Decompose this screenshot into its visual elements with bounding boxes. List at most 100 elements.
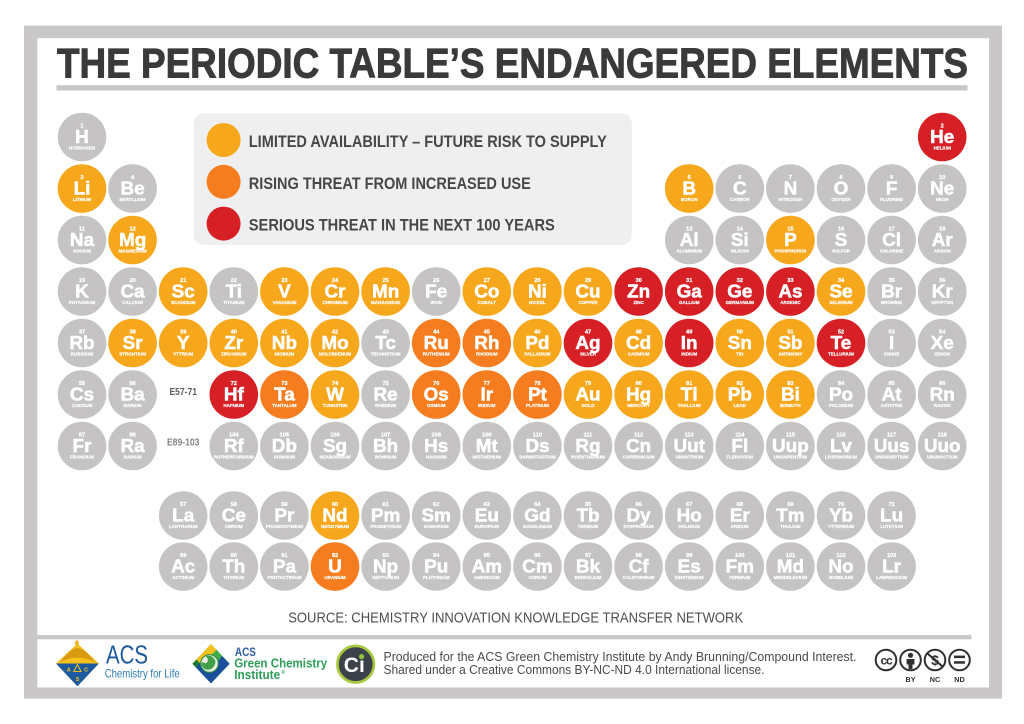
- svg-text:60: 60: [332, 502, 338, 508]
- svg-text:66: 66: [635, 502, 641, 508]
- svg-text:Gd: Gd: [524, 506, 550, 527]
- svg-text:57: 57: [180, 502, 186, 508]
- svg-text:BY: BY: [906, 675, 916, 684]
- svg-text:95: 95: [484, 553, 490, 559]
- svg-text:89: 89: [180, 553, 186, 559]
- svg-text:Fl: Fl: [731, 436, 748, 457]
- svg-text:Xe: Xe: [931, 333, 954, 354]
- svg-text:PROTACTINIUM: PROTACTINIUM: [267, 575, 301, 580]
- svg-text:ACTINIUM: ACTINIUM: [172, 575, 194, 580]
- svg-text:116: 116: [836, 433, 845, 439]
- svg-text:91: 91: [281, 553, 287, 559]
- svg-text:82: 82: [737, 381, 743, 387]
- svg-text:Th: Th: [222, 557, 245, 578]
- svg-text:8: 8: [839, 175, 842, 181]
- svg-text:Db: Db: [272, 436, 297, 457]
- svg-text:Chemistry for Life: Chemistry for Life: [105, 667, 180, 681]
- svg-text:Fm: Fm: [726, 557, 754, 578]
- svg-text:DYSPROSIUM: DYSPROSIUM: [623, 524, 654, 529]
- svg-text:LIVERMORIUM: LIVERMORIUM: [825, 454, 857, 459]
- svg-text:18: 18: [939, 227, 945, 233]
- svg-text:Ac: Ac: [171, 557, 195, 578]
- svg-text:3: 3: [80, 175, 83, 181]
- svg-text:Uut: Uut: [673, 436, 705, 457]
- svg-text:Fe: Fe: [425, 282, 447, 303]
- svg-text:Hf: Hf: [224, 385, 245, 406]
- svg-text:TUNGSTEN: TUNGSTEN: [323, 403, 348, 408]
- svg-text:P: P: [784, 230, 797, 251]
- svg-text:YTTERBIUM: YTTERBIUM: [828, 524, 855, 529]
- svg-text:cc: cc: [881, 654, 893, 668]
- svg-text:TELLURIUM: TELLURIUM: [828, 351, 854, 356]
- svg-text:OXYGEN: OXYGEN: [831, 197, 850, 202]
- svg-text:Pm: Pm: [371, 506, 400, 527]
- svg-text:Cf: Cf: [629, 557, 650, 578]
- svg-text:C: C: [733, 179, 747, 200]
- svg-text:43: 43: [382, 330, 388, 336]
- svg-text:Zn: Zn: [627, 282, 650, 303]
- svg-text:Si: Si: [731, 230, 749, 251]
- svg-text:5: 5: [688, 175, 691, 181]
- svg-text:118: 118: [938, 433, 947, 439]
- svg-text:47: 47: [585, 330, 591, 336]
- svg-text:BROMINE: BROMINE: [881, 300, 902, 305]
- svg-text:FERMIUM: FERMIUM: [729, 575, 750, 580]
- svg-text:Pb: Pb: [728, 385, 752, 406]
- svg-text:Se: Se: [829, 282, 852, 303]
- svg-text:12: 12: [129, 227, 135, 233]
- svg-text:Co: Co: [474, 282, 499, 303]
- svg-text:ZINC: ZINC: [633, 300, 644, 305]
- svg-text:Li: Li: [74, 179, 91, 200]
- svg-text:32: 32: [737, 278, 743, 284]
- svg-text:Institute: Institute: [234, 667, 280, 682]
- svg-text:UNUNOCTIUM: UNUNOCTIUM: [927, 454, 958, 459]
- svg-text:51: 51: [787, 330, 793, 336]
- svg-text:EINSTEINIUM: EINSTEINIUM: [675, 575, 704, 580]
- svg-text:BOHRIUM: BOHRIUM: [375, 454, 397, 459]
- svg-text:CURIUM: CURIUM: [528, 575, 546, 580]
- svg-text:Fr: Fr: [73, 436, 93, 457]
- svg-text:101: 101: [786, 553, 796, 559]
- svg-text:CARBON: CARBON: [730, 197, 750, 202]
- svg-text:Cr: Cr: [325, 282, 347, 303]
- svg-text:Nb: Nb: [272, 333, 297, 354]
- svg-text:FLEROVIUM: FLEROVIUM: [727, 454, 754, 459]
- svg-text:Ge: Ge: [727, 282, 752, 303]
- svg-text:Ho: Ho: [677, 506, 702, 527]
- svg-text:As: As: [778, 282, 802, 303]
- svg-text:26: 26: [433, 278, 439, 284]
- svg-text:1: 1: [80, 124, 83, 130]
- svg-text:87: 87: [79, 433, 85, 439]
- svg-text:CHLORINE: CHLORINE: [880, 248, 904, 253]
- svg-text:H: H: [75, 127, 89, 148]
- svg-text:106: 106: [330, 433, 340, 439]
- svg-text:97: 97: [585, 553, 591, 559]
- svg-text:LUTETIUM: LUTETIUM: [880, 524, 903, 529]
- svg-text:ND: ND: [954, 675, 964, 684]
- svg-text:67: 67: [686, 502, 692, 508]
- svg-text:Cm: Cm: [522, 557, 552, 578]
- svg-text:73: 73: [281, 381, 287, 387]
- svg-text:113: 113: [685, 433, 694, 439]
- svg-text:Mo: Mo: [321, 333, 348, 354]
- svg-text:23: 23: [281, 278, 287, 284]
- svg-text:Ci: Ci: [344, 654, 365, 677]
- svg-text:92: 92: [332, 553, 338, 559]
- svg-text:S: S: [75, 677, 79, 683]
- svg-text:HYDROGEN: HYDROGEN: [69, 145, 95, 150]
- svg-text:Tb: Tb: [576, 506, 599, 527]
- svg-text:NEODYMIUM: NEODYMIUM: [321, 524, 349, 529]
- svg-text:Cl: Cl: [882, 230, 901, 251]
- svg-text:IODINE: IODINE: [884, 351, 900, 356]
- svg-text:PROMETHIUM: PROMETHIUM: [370, 524, 401, 529]
- svg-text:TANTALUM: TANTALUM: [272, 403, 297, 408]
- svg-text:COPPER: COPPER: [578, 300, 598, 305]
- svg-text:CAESIUM: CAESIUM: [72, 403, 93, 408]
- svg-text:GOLD: GOLD: [582, 403, 596, 408]
- svg-text:Sr: Sr: [123, 333, 144, 354]
- svg-text:Ta: Ta: [274, 385, 295, 406]
- svg-text:Shared under a Creative Common: Shared under a Creative Commons BY-NC-ND…: [384, 663, 765, 677]
- svg-text:90: 90: [231, 553, 237, 559]
- svg-text:Ra: Ra: [121, 436, 146, 457]
- svg-text:POLONIUM: POLONIUM: [829, 403, 854, 408]
